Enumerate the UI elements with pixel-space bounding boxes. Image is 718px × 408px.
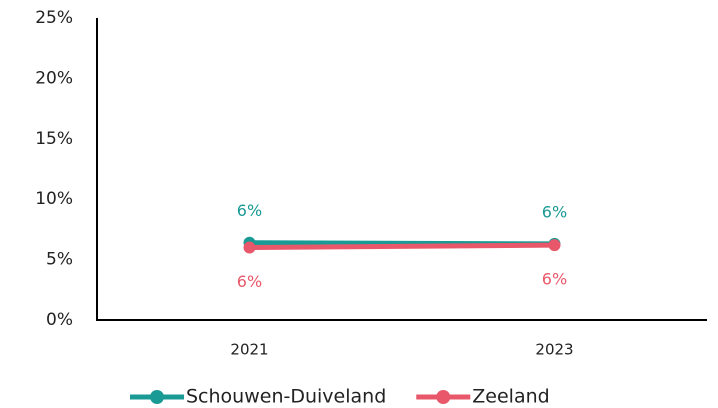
legend-label: Schouwen-Duiveland [186, 386, 386, 408]
series-line [249, 242, 555, 251]
legend-label: Zeeland [472, 386, 549, 408]
value-label: 6% [542, 202, 567, 221]
legend-marker [436, 390, 451, 404]
y-tick-label: 25% [35, 8, 73, 28]
point [243, 241, 256, 254]
point [548, 239, 561, 252]
y-tick-label: 0% [46, 310, 73, 330]
y-tick-label: 20% [35, 68, 73, 88]
legend-marker [150, 390, 164, 404]
x-tick-label: 2023 [535, 341, 573, 359]
y-tick-label: 15% [35, 129, 73, 149]
value-label: 6% [237, 272, 262, 291]
value-label: 6% [237, 201, 262, 220]
value-label: 6% [542, 270, 567, 289]
y-tick-label: 5% [46, 250, 73, 270]
x-tick-label: 2021 [230, 341, 268, 359]
y-tick-label: 10% [35, 189, 73, 209]
